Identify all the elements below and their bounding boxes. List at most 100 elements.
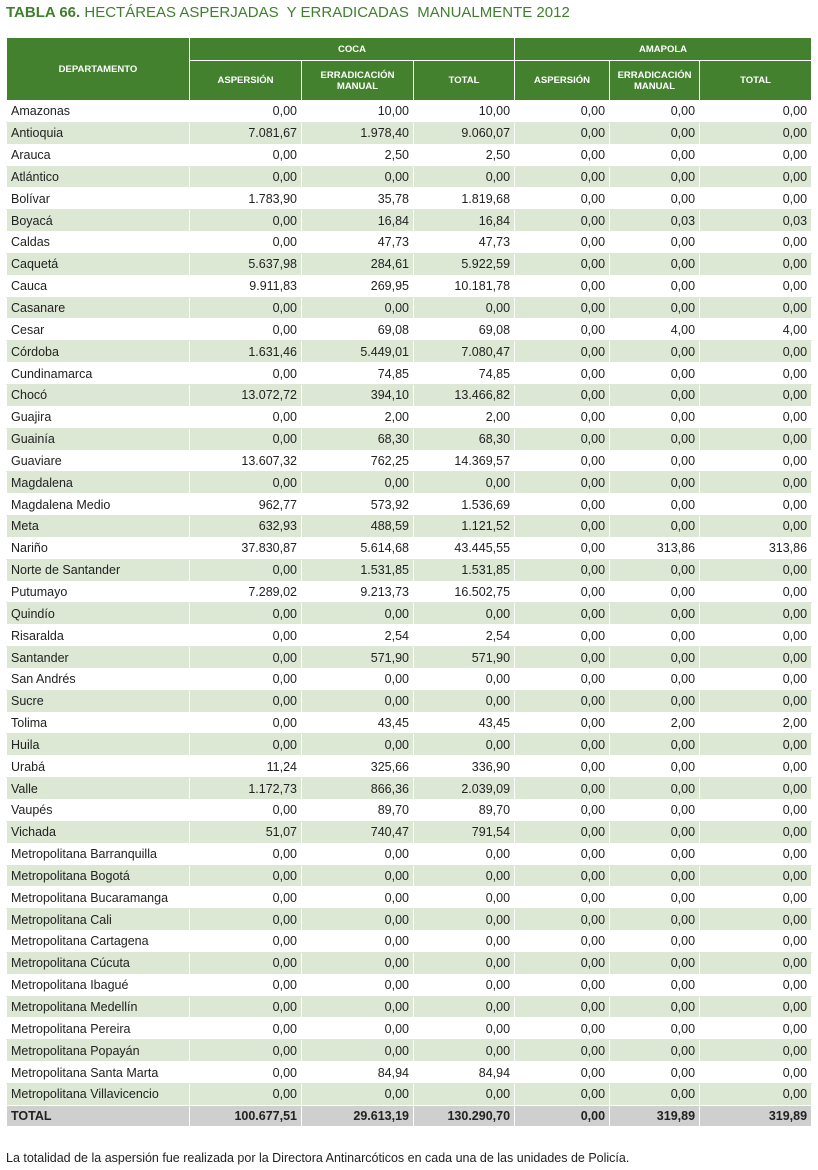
value-cell: 0,00: [609, 274, 701, 298]
value-cell: 0,00: [609, 1017, 701, 1041]
value-cell: 571,90: [412, 646, 516, 669]
value-cell: 43.445,55: [412, 536, 516, 560]
value-cell: 0,00: [699, 558, 813, 582]
department-cell: Córdoba: [6, 340, 190, 364]
column-header: ASPERSIÓN: [189, 60, 302, 101]
value-cell: 0,00: [412, 296, 516, 320]
value-cell: 2,50: [412, 143, 516, 167]
value-cell: 0,00: [514, 296, 611, 320]
value-cell: 0,00: [514, 143, 611, 167]
value-cell: 0,00: [514, 908, 611, 932]
column-header-text: ASPERSIÓN: [534, 75, 591, 86]
value-cell: 0,00: [189, 1082, 302, 1106]
value-cell: 0,00: [189, 1017, 302, 1041]
table-row: Metropolitana Medellín 0,00 0,00 0,00 0,00 0,…: [6, 995, 813, 1019]
table-title: TABLA 66. HECTÁREAS ASPERJADAS Y ERRADIC…: [6, 4, 570, 21]
value-cell: 0,00: [189, 973, 302, 997]
value-cell: 0,00: [514, 733, 611, 757]
value-cell: 0,00: [699, 624, 813, 648]
value-cell: 0,00: [514, 973, 611, 997]
value-cell: 0,00: [609, 121, 701, 145]
value-cell: 10,00: [301, 100, 414, 123]
value-cell: 1.172,73: [189, 777, 302, 800]
value-cell: 0,00: [412, 886, 516, 910]
value-cell: 14.369,57: [412, 449, 516, 473]
value-cell: 13.466,82: [412, 383, 516, 407]
column-header-text: TOTAL: [448, 75, 480, 86]
value-cell: 0,00: [699, 995, 813, 1019]
department-cell: Metropolitana Barranquilla: [6, 842, 190, 866]
value-cell: 0,00: [514, 995, 611, 1019]
value-cell: 394,10: [301, 383, 414, 407]
value-cell: 0,00: [699, 755, 813, 779]
value-cell: 0,00: [609, 951, 701, 975]
table-row: Quindío 0,00 0,00 0,00 0,00 0,00 0,00: [6, 602, 813, 626]
value-cell: 0,00: [301, 886, 414, 910]
value-cell: 0,00: [699, 930, 813, 953]
department-cell: Norte de Santander: [6, 558, 190, 582]
department-cell: TOTAL: [6, 1104, 190, 1127]
value-cell: 0,00: [609, 799, 701, 822]
value-cell: 0,00: [412, 689, 516, 713]
table-row: Boyacá 0,00 16,84 16,84 0,00 0,03 0,03: [6, 209, 813, 233]
value-cell: 762,25: [301, 449, 414, 473]
value-cell: 69,08: [301, 318, 414, 342]
value-cell: 0,00: [609, 908, 701, 932]
value-cell: 47,73: [412, 231, 516, 254]
value-cell: 0,00: [699, 100, 813, 123]
department-cell: Magdalena Medio: [6, 493, 190, 517]
table-row: Magdalena 0,00 0,00 0,00 0,00 0,00 0,00: [6, 471, 813, 495]
value-cell: 0,00: [699, 799, 813, 822]
value-cell: 0,00: [609, 1082, 701, 1106]
value-cell: 16.502,75: [412, 580, 516, 604]
footnote: La totalidad de la aspersión fue realiza…: [6, 1151, 630, 1165]
value-cell: 0,00: [301, 842, 414, 866]
value-cell: 0,00: [514, 318, 611, 342]
value-cell: 0,00: [514, 602, 611, 626]
value-cell: 0,00: [514, 427, 611, 451]
value-cell: 0,00: [699, 951, 813, 975]
value-cell: 313,86: [609, 536, 701, 560]
value-cell: 0,00: [189, 689, 302, 713]
value-cell: 0,00: [699, 165, 813, 189]
value-cell: 0,00: [609, 689, 701, 713]
value-cell: 10,00: [412, 100, 516, 123]
value-cell: 0,00: [699, 340, 813, 364]
value-cell: 0,00: [514, 930, 611, 953]
value-cell: 2,00: [699, 711, 813, 735]
value-cell: 0,00: [609, 383, 701, 407]
value-cell: 0,00: [301, 733, 414, 757]
value-cell: 0,00: [699, 842, 813, 866]
table-row: Sucre 0,00 0,00 0,00 0,00 0,00 0,00: [6, 689, 813, 713]
value-cell: 1.819,68: [412, 187, 516, 211]
value-cell: 0,00: [189, 318, 302, 342]
value-cell: 1.531,85: [412, 558, 516, 582]
value-cell: 68,30: [301, 427, 414, 451]
value-cell: 0,00: [699, 121, 813, 145]
department-cell: Risaralda: [6, 624, 190, 648]
table-row: Magdalena Medio 962,77 573,92 1.536,69 0,00 0…: [6, 493, 813, 517]
value-cell: 0,00: [514, 864, 611, 888]
value-cell: 89,70: [301, 799, 414, 822]
value-cell: 84,94: [412, 1061, 516, 1084]
value-cell: 0,00: [699, 973, 813, 997]
table-row: Meta 632,93 488,59 1.121,52 0,00 0,00 0,00: [6, 515, 813, 538]
value-cell: 0,00: [189, 733, 302, 757]
value-cell: 0,00: [609, 1061, 701, 1084]
value-cell: 0,00: [514, 799, 611, 822]
value-cell: 0,00: [189, 296, 302, 320]
value-cell: 0,00: [609, 515, 701, 538]
value-cell: 0,00: [189, 930, 302, 953]
value-cell: 0,00: [412, 667, 516, 691]
value-cell: 573,92: [301, 493, 414, 517]
department-cell: Metropolitana Santa Marta: [6, 1061, 190, 1084]
department-cell: Caquetá: [6, 252, 190, 276]
header-row: DEPARTAMENTO COCA AMAPOLA: [6, 37, 813, 101]
value-cell: 0,00: [699, 886, 813, 910]
value-cell: 0,00: [699, 777, 813, 800]
value-cell: 2,50: [301, 143, 414, 167]
value-cell: 1.121,52: [412, 515, 516, 538]
department-cell: Casanare: [6, 296, 190, 320]
department-cell: Urabá: [6, 755, 190, 779]
